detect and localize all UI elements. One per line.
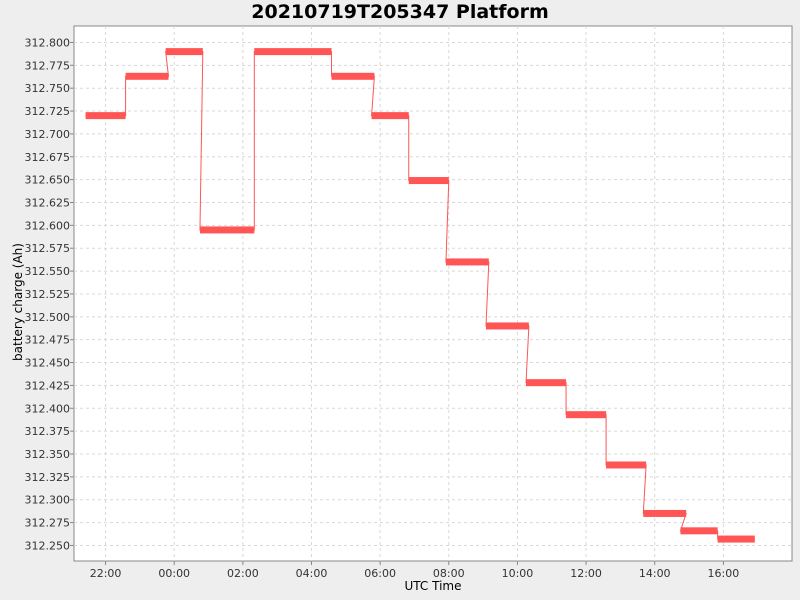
- x-axis-label: UTC Time: [405, 579, 462, 593]
- x-tick-label: 10:00: [502, 567, 534, 580]
- y-tick-label: 312.475: [25, 334, 71, 347]
- y-tick-label: 312.325: [25, 471, 71, 484]
- y-tick-label: 312.250: [25, 539, 71, 552]
- y-tick-label: 312.525: [25, 288, 71, 301]
- chart-title: 20210719T205347 Platform: [251, 1, 549, 23]
- y-tick-label: 312.750: [25, 82, 71, 95]
- series-battery-charge: [85, 48, 755, 543]
- data-segment: [408, 177, 449, 185]
- y-tick-label: 312.450: [25, 357, 71, 370]
- data-segment: [566, 411, 607, 419]
- y-tick-label: 312.275: [25, 517, 71, 530]
- data-segment: [331, 72, 375, 80]
- x-tick-label: 02:00: [227, 567, 259, 580]
- y-tick-label: 312.800: [25, 36, 71, 49]
- data-segment: [526, 379, 567, 387]
- data-segment: [485, 322, 529, 330]
- y-tick-label: 312.700: [25, 128, 71, 141]
- y-tick-label: 312.575: [25, 242, 71, 255]
- series-line: [85, 51, 755, 540]
- data-segment: [606, 461, 647, 469]
- x-tick-label: 08:00: [433, 567, 465, 580]
- x-tick-label: 14:00: [639, 567, 671, 580]
- data-segment: [680, 527, 718, 535]
- x-axis: 22:00 00:00 02:00 04:00 06:00 08:00 10:00 12:00…: [90, 561, 739, 580]
- data-segment: [165, 48, 203, 56]
- data-segment: [717, 535, 755, 543]
- y-tick-label: 312.425: [25, 379, 71, 392]
- grid: [74, 26, 792, 561]
- y-axis-label: battery charge (Ah): [11, 243, 25, 361]
- y-tick-label: 312.775: [25, 59, 71, 72]
- x-tick-label: 04:00: [296, 567, 328, 580]
- data-segment: [254, 48, 332, 56]
- x-tick-label: 12:00: [570, 567, 602, 580]
- x-tick-label: 16:00: [708, 567, 740, 580]
- y-tick-label: 312.675: [25, 151, 71, 164]
- data-segment: [199, 226, 255, 234]
- x-tick-label: 06:00: [364, 567, 396, 580]
- y-tick-label: 312.550: [25, 265, 71, 278]
- data-segment: [85, 112, 126, 120]
- x-tick-label: 22:00: [90, 567, 122, 580]
- y-tick-label: 312.375: [25, 425, 71, 438]
- y-tick-label: 312.725: [25, 105, 71, 118]
- data-segment: [125, 72, 169, 80]
- y-tick-label: 312.500: [25, 311, 71, 324]
- y-tick-label: 312.650: [25, 174, 71, 187]
- y-tick-label: 312.350: [25, 448, 71, 461]
- data-segment: [643, 509, 687, 517]
- y-axis: 312.800 312.775 312.750 312.725 312.700 312.6…: [25, 36, 74, 552]
- y-tick-label: 312.400: [25, 402, 71, 415]
- y-tick-label: 312.625: [25, 197, 71, 210]
- x-tick-label: 00:00: [158, 567, 190, 580]
- data-segment: [445, 258, 489, 266]
- data-segment: [371, 112, 409, 120]
- y-tick-label: 312.300: [25, 494, 71, 507]
- y-tick-label: 312.600: [25, 219, 71, 232]
- plot-area: [73, 25, 793, 562]
